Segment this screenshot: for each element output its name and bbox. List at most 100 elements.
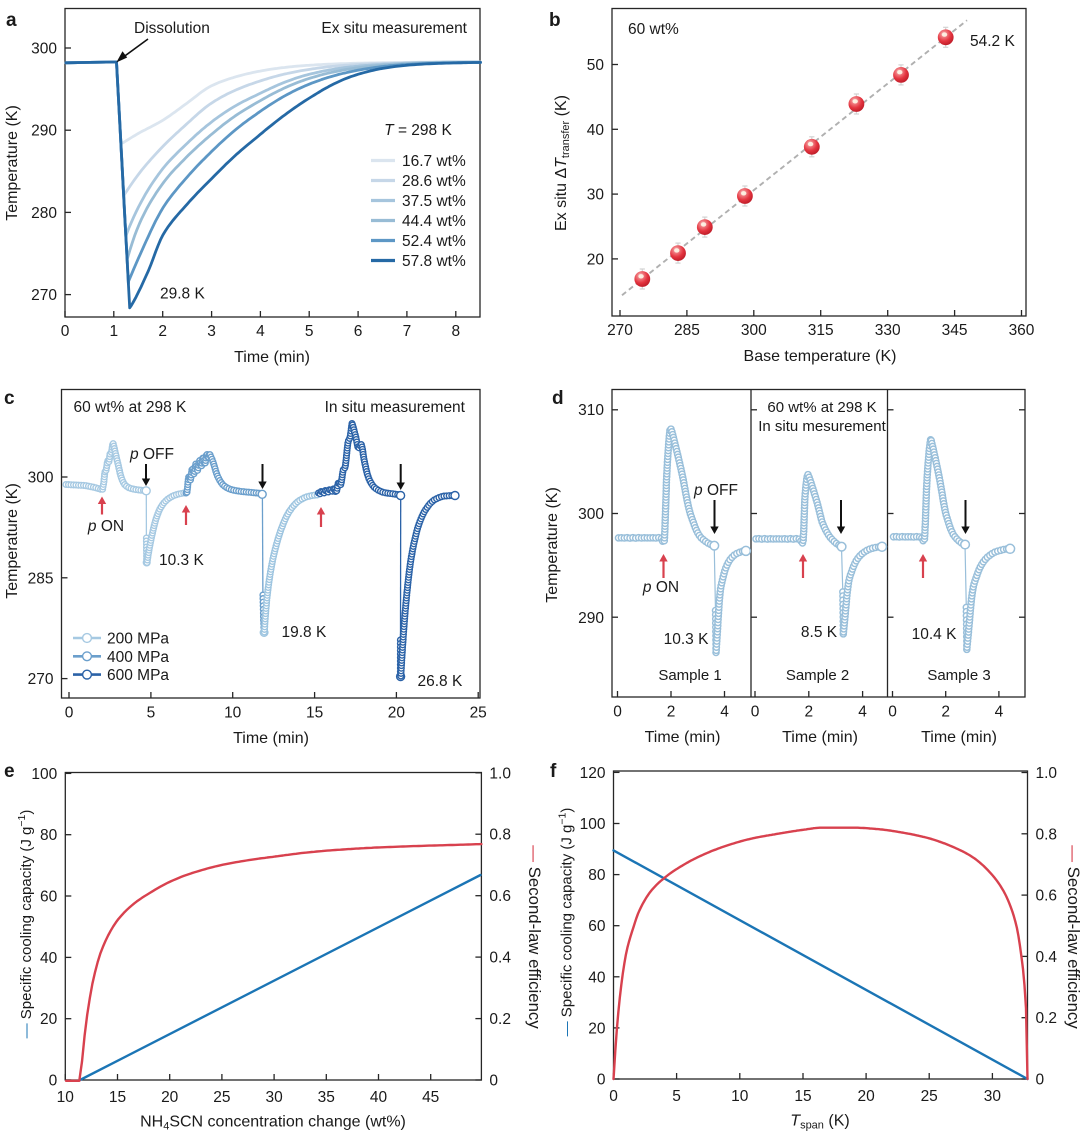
svg-text:0.8: 0.8 [1036, 826, 1058, 843]
svg-text:285: 285 [28, 570, 54, 587]
svg-text:35: 35 [318, 1089, 335, 1106]
svg-text:Temperature (K): Temperature (K) [4, 105, 21, 221]
svg-text:270: 270 [31, 287, 57, 304]
svg-text:T = 298 K: T = 298 K [384, 122, 452, 139]
svg-text:15: 15 [306, 705, 323, 722]
svg-text:7: 7 [403, 323, 412, 340]
svg-text:4: 4 [720, 704, 729, 721]
svg-text:p OFF: p OFF [693, 482, 738, 499]
svg-text:60 wt%: 60 wt% [628, 21, 679, 38]
svg-text:0: 0 [65, 705, 74, 722]
svg-text:0: 0 [49, 1073, 58, 1090]
svg-text:Ex situ measurement: Ex situ measurement [321, 20, 467, 37]
svg-text:285: 285 [674, 322, 700, 339]
svg-text:100: 100 [31, 766, 57, 783]
svg-text:b: b [549, 10, 561, 31]
svg-text:20: 20 [588, 1020, 606, 1037]
svg-text:4: 4 [256, 323, 265, 340]
svg-text:270: 270 [28, 671, 54, 688]
svg-text:2: 2 [158, 323, 167, 340]
svg-text:2: 2 [804, 704, 813, 721]
svg-text:In situ measurement: In situ measurement [325, 399, 466, 416]
svg-text:16.7 wt%: 16.7 wt% [402, 153, 466, 170]
svg-text:— Specific cooling capacity (J: — Specific cooling capacity (J g−1) [16, 810, 35, 1039]
svg-text:p ON: p ON [87, 518, 124, 535]
svg-text:25: 25 [213, 1089, 230, 1106]
svg-text:310: 310 [578, 402, 604, 419]
svg-text:345: 345 [942, 322, 968, 339]
svg-text:60: 60 [40, 889, 58, 906]
svg-text:10: 10 [224, 705, 242, 722]
svg-text:315: 315 [808, 322, 834, 339]
svg-text:e: e [4, 761, 15, 782]
svg-text:300: 300 [741, 322, 767, 339]
svg-text:Dissolution: Dissolution [134, 20, 210, 37]
svg-text:15: 15 [109, 1089, 126, 1106]
svg-text:c: c [4, 388, 15, 409]
svg-text:p OFF: p OFF [129, 446, 174, 463]
svg-text:5: 5 [305, 323, 314, 340]
svg-text:1: 1 [109, 323, 118, 340]
svg-text:290: 290 [31, 123, 57, 140]
svg-text:25: 25 [921, 1088, 938, 1105]
svg-text:6: 6 [354, 323, 363, 340]
svg-text:20: 20 [40, 1011, 58, 1028]
svg-text:20: 20 [161, 1089, 179, 1106]
svg-text:60 wt% at 298 K: 60 wt% at 298 K [767, 399, 876, 416]
svg-text:10.3 K: 10.3 K [159, 552, 204, 569]
svg-text:28.6 wt%: 28.6 wt% [402, 173, 466, 190]
svg-text:10.3 K: 10.3 K [664, 631, 709, 648]
svg-text:300: 300 [578, 506, 604, 523]
svg-text:30: 30 [587, 187, 605, 204]
svg-text:600 MPa: 600 MPa [107, 667, 169, 684]
svg-text:80: 80 [40, 827, 58, 844]
svg-text:0: 0 [613, 704, 622, 721]
svg-text:40: 40 [587, 122, 605, 139]
svg-text:— Second-law efficiency: — Second-law efficiency [1064, 845, 1080, 1029]
svg-text:80: 80 [588, 867, 606, 884]
svg-text:26.8 K: 26.8 K [418, 673, 463, 690]
svg-text:1.0: 1.0 [489, 765, 511, 782]
svg-text:0: 0 [1036, 1072, 1045, 1089]
svg-text:300: 300 [28, 470, 54, 487]
svg-text:10: 10 [57, 1089, 75, 1106]
svg-text:0: 0 [61, 323, 70, 340]
svg-text:40: 40 [370, 1089, 388, 1106]
svg-text:5: 5 [672, 1088, 681, 1105]
svg-text:Time (min): Time (min) [645, 729, 721, 746]
svg-text:20: 20 [388, 705, 406, 722]
svg-text:100: 100 [580, 816, 606, 833]
svg-text:200 MPa: 200 MPa [107, 631, 169, 648]
svg-text:300: 300 [31, 41, 57, 58]
svg-text:d: d [552, 388, 564, 409]
svg-text:Time (min): Time (min) [233, 730, 309, 747]
svg-text:8.5 K: 8.5 K [801, 624, 838, 641]
svg-text:Sample 2: Sample 2 [786, 667, 849, 684]
svg-text:Sample 1: Sample 1 [658, 667, 721, 684]
svg-text:5: 5 [147, 705, 156, 722]
svg-text:0.4: 0.4 [1036, 949, 1058, 966]
svg-text:20: 20 [587, 251, 605, 268]
svg-text:19.8 K: 19.8 K [282, 624, 327, 641]
svg-text:Ex situ ΔTtransfer (K): Ex situ ΔTtransfer (K) [553, 95, 572, 231]
svg-text:50: 50 [587, 57, 605, 74]
svg-text:0: 0 [489, 1073, 498, 1090]
svg-text:8: 8 [451, 323, 460, 340]
svg-text:270: 270 [607, 322, 633, 339]
svg-text:4: 4 [995, 704, 1004, 721]
svg-text:0: 0 [597, 1072, 606, 1089]
svg-text:0.2: 0.2 [489, 1011, 511, 1028]
svg-text:40: 40 [40, 950, 58, 967]
svg-text:2: 2 [941, 704, 950, 721]
svg-text:f: f [550, 761, 557, 782]
svg-text:400 MPa: 400 MPa [107, 649, 169, 666]
svg-text:120: 120 [580, 765, 606, 782]
svg-text:3: 3 [207, 323, 216, 340]
svg-text:0: 0 [888, 704, 897, 721]
svg-text:0.8: 0.8 [489, 827, 511, 844]
svg-text:60: 60 [588, 918, 606, 935]
svg-text:1.0: 1.0 [1036, 765, 1058, 782]
svg-text:a: a [6, 10, 17, 31]
svg-text:0: 0 [751, 704, 760, 721]
svg-text:Time (min): Time (min) [782, 729, 858, 746]
